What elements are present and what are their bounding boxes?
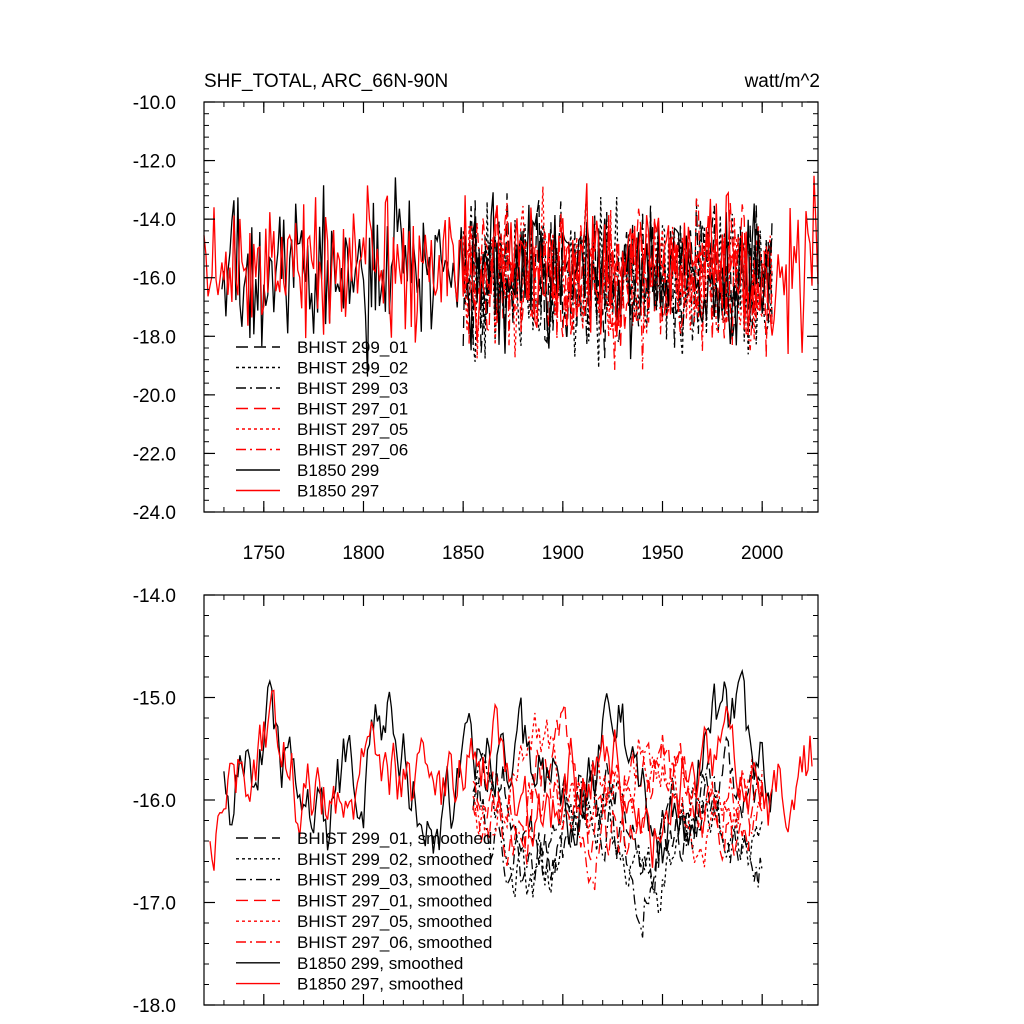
legend-label: B1850 297 <box>297 482 379 501</box>
x-tick-label: 1850 <box>442 543 484 564</box>
bottom-chart-panel: -18.0 -17.0 -16.0 -15.0 -14.0 BHIST 299_01, … <box>133 586 819 1017</box>
series-line-bhist-297-06-smoothed <box>472 739 763 891</box>
y-tick-label: -14.0 <box>133 586 176 607</box>
x-tick-label: 1750 <box>243 543 285 564</box>
top-chart-series-group <box>203 175 819 377</box>
legend-label: BHIST 297_05, smoothed <box>297 912 492 931</box>
top-chart-title: SHF_TOTAL, ARC_66N-90N <box>204 71 448 92</box>
series-line-bhist-299-03 <box>462 204 773 349</box>
y-tick-label: -16.0 <box>133 791 176 812</box>
legend-label: BHIST 297_06, smoothed <box>297 933 492 952</box>
y-tick-label: -18.0 <box>133 327 176 348</box>
top-chart-frame <box>203 101 819 513</box>
y-tick-label: -17.0 <box>133 894 176 915</box>
legend-label: BHIST 297_06 <box>297 441 408 460</box>
y-tick-label: -24.0 <box>133 503 176 524</box>
x-tick-label: 1950 <box>641 543 683 564</box>
legend-label: B1850 299, smoothed <box>297 954 463 973</box>
legend-label: BHIST 299_02 <box>297 359 408 378</box>
top-chart-panel: SHF_TOTAL, ARC_66N-90N watt/m^2 -24.0 -22… <box>133 71 820 564</box>
legend-label: BHIST 299_03, smoothed <box>297 871 492 890</box>
legend-label: BHIST 297_01 <box>297 400 408 419</box>
legend-label: BHIST 299_01 <box>297 338 408 357</box>
top-chart-y-axis: -24.0 -22.0 -20.0 -18.0 -16.0 -14.0 -12.0 -10.0 <box>133 93 818 524</box>
x-tick-label: 1800 <box>342 543 384 564</box>
y-tick-label: -12.0 <box>133 152 176 173</box>
legend-label: BHIST 299_03 <box>297 379 408 398</box>
y-tick-label: -16.0 <box>133 269 176 290</box>
series-line-b1850-297 <box>203 175 819 355</box>
legend-label: B1850 299 <box>297 461 379 480</box>
bottom-chart-series-group <box>209 668 813 938</box>
series-line-bhist-299-03-smoothed <box>472 758 763 938</box>
top-chart-x-axis: 1750 1800 1850 1900 1950 2000 <box>223 102 803 564</box>
bottom-chart-x-axis <box>223 595 803 1005</box>
series-line-b1850-297-smoothed <box>209 689 813 871</box>
series-line-b1850-299-smoothed <box>223 668 773 864</box>
legend-label: BHIST 297_05 <box>297 420 408 439</box>
y-tick-label: -22.0 <box>133 444 176 465</box>
bottom-chart-legend: BHIST 299_01, smoothed BHIST 299_02, smoo… <box>236 829 492 994</box>
y-tick-label: -14.0 <box>133 210 176 231</box>
legend-label: B1850 297, smoothed <box>297 975 463 994</box>
series-line-bhist-297-05-smoothed <box>472 712 763 868</box>
bottom-chart-y-axis: -18.0 -17.0 -16.0 -15.0 -14.0 <box>133 586 818 1017</box>
y-tick-label: -18.0 <box>133 996 176 1017</box>
legend-label: BHIST 299_01, smoothed <box>297 829 492 848</box>
x-tick-label: 2000 <box>741 543 783 564</box>
y-tick-label: -15.0 <box>133 689 176 710</box>
y-tick-label: -20.0 <box>133 386 176 407</box>
y-tick-label: -10.0 <box>133 93 176 114</box>
top-chart-units: watt/m^2 <box>744 71 820 92</box>
x-tick-label: 1900 <box>542 543 584 564</box>
series-line-bhist-297-01-smoothed <box>472 703 763 866</box>
legend-label: BHIST 297_01, smoothed <box>297 891 492 910</box>
legend-label: BHIST 299_02, smoothed <box>297 850 492 869</box>
